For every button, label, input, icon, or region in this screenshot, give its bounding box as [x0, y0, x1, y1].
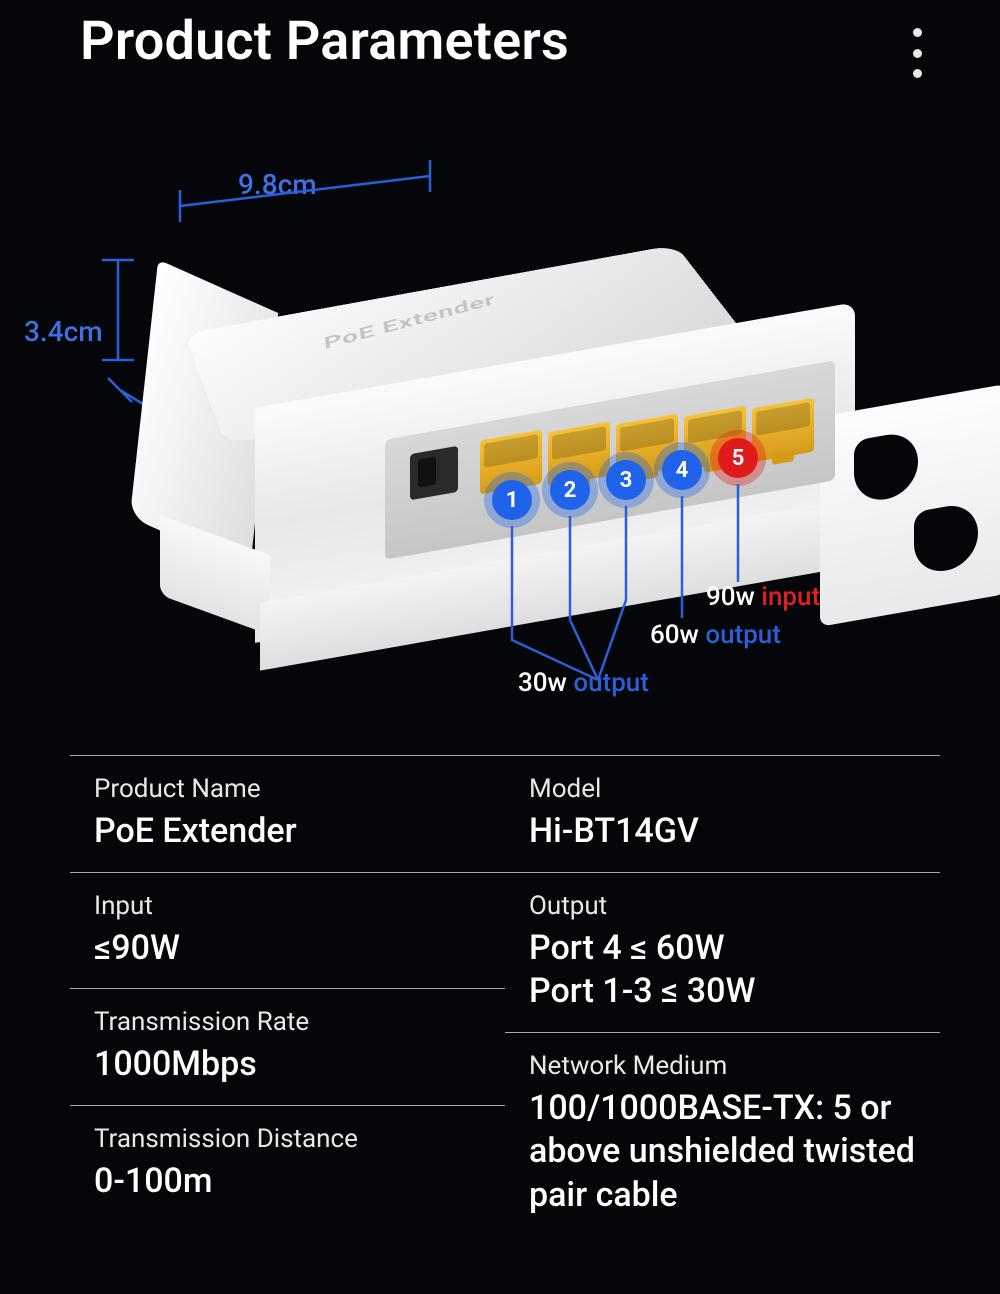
spec-value: 100/1000BASE-TX: 5 or above unshielded t… — [529, 1087, 916, 1218]
spec-label: Product Name — [94, 774, 481, 804]
port-badge-4: 4 — [662, 450, 702, 490]
device-top-label: PoE Extender — [323, 290, 497, 353]
spec-label: Output — [529, 891, 916, 921]
spec-cell: Model Hi-BT14GV — [505, 755, 940, 872]
callout-90w: 90w input — [706, 582, 820, 612]
spec-value: ≤90W — [94, 927, 481, 971]
spec-label: Network Medium — [529, 1051, 916, 1081]
spec-value: Port 4 ≤ 60W Port 1-3 ≤ 30W — [529, 927, 916, 1014]
callout-60w: 60w output — [650, 620, 781, 650]
spec-cell: Network Medium 100/1000BASE-TX: 5 or abo… — [505, 1032, 940, 1236]
spec-label: Transmission Distance — [94, 1124, 481, 1154]
port-badge-5: 5 — [718, 438, 758, 478]
spec-cell: Product Name PoE Extender — [70, 755, 505, 872]
spec-label: Model — [529, 774, 916, 804]
spec-cell: Transmission Distance 0-100m — [70, 1105, 505, 1222]
spec-cell: Input ≤90W — [70, 872, 505, 989]
dim-width-label: 9.8cm — [238, 168, 317, 201]
spec-value: Hi-BT14GV — [529, 810, 916, 854]
rj45-port-5 — [752, 398, 814, 463]
product-diagram: 9.8cm 3.4cm 14.8cm PoE Extender — [0, 120, 1000, 740]
specs-col-left: Product Name PoE Extender Input ≤90W Tra… — [70, 755, 505, 1235]
spec-value: 0-100m — [94, 1160, 481, 1204]
port-badge-3: 3 — [606, 460, 646, 500]
spec-label: Input — [94, 891, 481, 921]
spec-cell: Transmission Rate 1000Mbps — [70, 988, 505, 1105]
dim-height-label: 3.4cm — [24, 315, 103, 348]
spec-value: 1000Mbps — [94, 1043, 481, 1087]
more-menu-icon[interactable] — [902, 28, 932, 78]
specs-col-right: Model Hi-BT14GV Output Port 4 ≤ 60W Port… — [505, 755, 940, 1235]
specs-table: Product Name PoE Extender Input ≤90W Tra… — [70, 755, 940, 1235]
port-badge-1: 1 — [492, 480, 532, 520]
spec-label: Transmission Rate — [94, 1007, 481, 1037]
port-badge-2: 2 — [550, 470, 590, 510]
page-title: Product Parameters — [80, 10, 569, 73]
spec-value: PoE Extender — [94, 810, 481, 854]
callout-30w: 30w output — [518, 668, 649, 698]
spec-cell: Output Port 4 ≤ 60W Port 1-3 ≤ 30W — [505, 872, 940, 1032]
cable-grommet-panel — [820, 383, 1000, 627]
